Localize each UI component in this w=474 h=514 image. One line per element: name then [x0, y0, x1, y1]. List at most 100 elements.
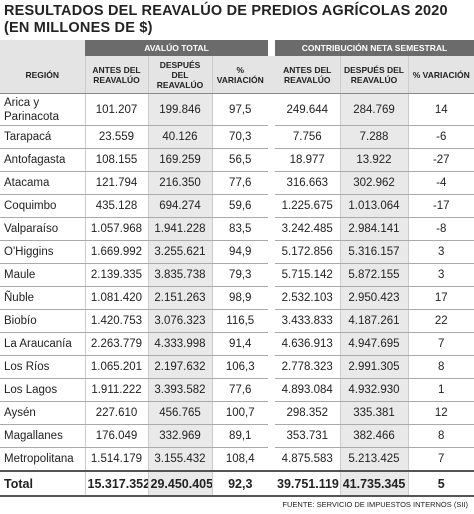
region-cell: Los Ríos — [0, 355, 85, 379]
value-cell: 5.213.425 — [339, 447, 408, 472]
data-row: Maule 2.139.335 3.835.738 79,3 5.715.142 5.87… — [0, 263, 474, 287]
value-cell: 18.977 — [275, 148, 340, 172]
value-cell: 5.872.155 — [339, 263, 408, 287]
value-cell: 2.991.305 — [339, 355, 408, 379]
region-cell: Tarapacá — [0, 125, 85, 149]
region-cell: Atacama — [0, 171, 85, 195]
header-cell: DESPUÉS DEL REAVALÚO — [339, 56, 408, 94]
value-cell: -27 — [407, 148, 474, 172]
value-cell: 2.197.632 — [147, 355, 212, 379]
header-row: REGIÓN ANTES DEL REAVALÚO DESPUÉS DEL REAV… — [0, 56, 474, 94]
gap — [268, 40, 275, 56]
value-cell: 22 — [407, 309, 474, 333]
total-cell: 15.317.352 — [84, 470, 148, 497]
value-cell: 5.316.157 — [339, 240, 408, 264]
value-cell: 316.663 — [275, 171, 340, 195]
value-cell: 4.875.583 — [275, 447, 340, 472]
value-cell: 332.969 — [147, 424, 212, 448]
value-cell: 694.274 — [147, 194, 212, 218]
gap — [268, 263, 275, 287]
total-cell: 39.751.119 — [275, 470, 340, 497]
value-cell: 2.532.103 — [275, 286, 340, 310]
value-cell: 1.911.222 — [84, 378, 148, 402]
value-cell: 216.350 — [147, 171, 212, 195]
gap — [268, 125, 275, 149]
value-cell: 4.947.695 — [339, 332, 408, 356]
gap — [268, 447, 275, 471]
value-cell: 121.794 — [84, 171, 148, 195]
value-cell: 8 — [407, 424, 474, 448]
value-cell: 298.352 — [275, 401, 340, 425]
region-cell: Total — [0, 470, 85, 497]
value-cell: 1.065.201 — [84, 355, 148, 379]
value-cell: 97,5 — [211, 93, 268, 126]
region-cell: Maule — [0, 263, 85, 287]
value-cell: 108.155 — [84, 148, 148, 172]
value-cell: 89,1 — [211, 424, 268, 448]
value-cell: 2.139.335 — [84, 263, 148, 287]
value-cell: 12 — [407, 401, 474, 425]
value-cell: 70,3 — [211, 125, 268, 149]
value-cell: 249.644 — [275, 93, 340, 126]
value-cell: 3 — [407, 263, 474, 287]
region-cell: Aysén — [0, 401, 85, 425]
header-cell: ANTES DEL REAVALÚO — [275, 56, 340, 94]
value-cell: 56,5 — [211, 148, 268, 172]
value-cell: 176.049 — [84, 424, 148, 448]
value-cell: 2.263.779 — [84, 332, 148, 356]
gap — [268, 378, 275, 402]
gap — [268, 217, 275, 241]
gap — [268, 309, 275, 333]
value-cell: 2.151.263 — [147, 286, 212, 310]
region-cell: Los Lagos — [0, 378, 85, 402]
value-cell: 7.756 — [275, 125, 340, 149]
data-row: O'Higgins 1.669.992 3.255.621 94,9 5.172.856… — [0, 240, 474, 264]
total-row: Total 15.317.352 29.450.405 92,3 39.751.119 4… — [0, 470, 474, 497]
value-cell: 91,4 — [211, 332, 268, 356]
value-cell: 4.893.084 — [275, 378, 340, 402]
header-cell: REGIÓN — [0, 56, 85, 94]
table: AVALÚO TOTAL CONTRIBUCIÓN NETA SEMESTRAL… — [0, 40, 474, 497]
value-cell: 83,5 — [211, 217, 268, 241]
value-cell: -17 — [407, 194, 474, 218]
value-cell: 3.155.432 — [147, 447, 212, 472]
value-cell: 5.172.856 — [275, 240, 340, 264]
gap — [268, 148, 275, 172]
region-cell: La Araucanía — [0, 332, 85, 356]
value-cell: 1.057.968 — [84, 217, 148, 241]
title: RESULTADOS DEL REAVALÚO DE PREDIOS AGRÍC… — [4, 3, 448, 19]
value-cell: -8 — [407, 217, 474, 241]
total-cell: 29.450.405 — [147, 470, 212, 497]
region-cell: Metropolitana — [0, 447, 85, 472]
value-cell: 1.669.992 — [84, 240, 148, 264]
gap — [268, 401, 275, 425]
header-cell: % VARIACIÓN — [211, 56, 268, 94]
data-row: Antofagasta 108.155 169.259 56,5 18.977 13.92… — [0, 148, 474, 172]
data-row: Los Ríos 1.065.201 2.197.632 106,3 2.778.323… — [0, 355, 474, 379]
value-cell: 14 — [407, 93, 474, 126]
gap — [268, 286, 275, 310]
blank-cell — [0, 40, 85, 56]
gap — [268, 355, 275, 379]
value-cell: 302.962 — [339, 171, 408, 195]
title-block: RESULTADOS DEL REAVALÚO DE PREDIOS AGRÍC… — [4, 3, 448, 37]
value-cell: -4 — [407, 171, 474, 195]
data-row: Coquimbo 435.128 694.274 59,6 1.225.675 1.013… — [0, 194, 474, 218]
data-row: Metropolitana 1.514.179 3.155.432 108,4 4.87… — [0, 447, 474, 472]
value-cell: 17 — [407, 286, 474, 310]
header-cell: DESPUÉS DEL REAVALÚO — [147, 56, 212, 94]
value-cell: 100,7 — [211, 401, 268, 425]
value-cell: 116,5 — [211, 309, 268, 333]
value-cell: 1.013.064 — [339, 194, 408, 218]
value-cell: 1 — [407, 378, 474, 402]
value-cell: 1.514.179 — [84, 447, 148, 472]
header-cell: ANTES DEL REAVALÚO — [84, 56, 148, 94]
region-cell: O'Higgins — [0, 240, 85, 264]
value-cell: 77,6 — [211, 171, 268, 195]
value-cell: 7.288 — [339, 125, 408, 149]
value-cell: 5.715.142 — [275, 263, 340, 287]
value-cell: 94,9 — [211, 240, 268, 264]
data-row: Arica y Parinacota 101.207 199.846 97,5 249.… — [0, 93, 474, 126]
value-cell: 4.932.930 — [339, 378, 408, 402]
